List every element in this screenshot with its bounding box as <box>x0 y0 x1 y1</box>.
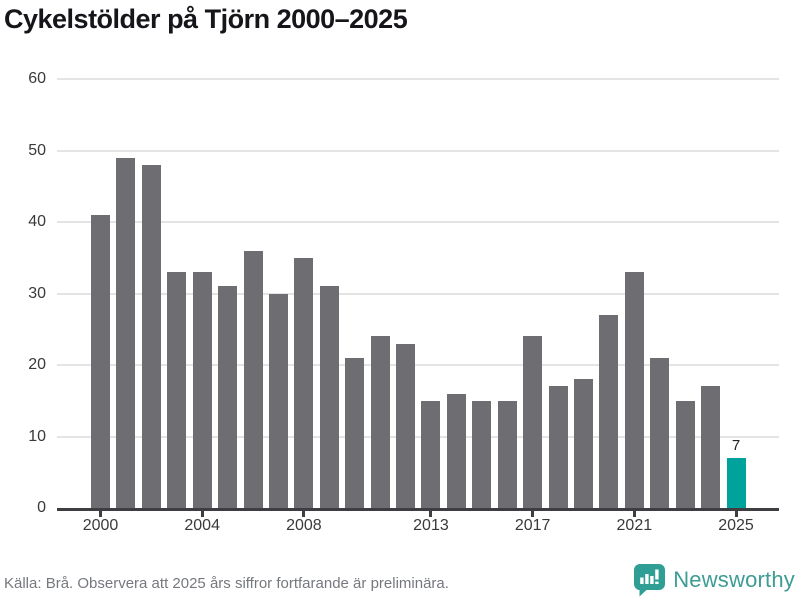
bar-2014 <box>446 393 466 508</box>
bar-2000 <box>91 214 110 508</box>
x-axis-tick-2025 <box>734 511 738 517</box>
bar-2011 <box>370 336 390 508</box>
x-axis-label-2013: 2013 <box>413 517 449 534</box>
bar-chart-speech-bubble-icon <box>634 564 666 597</box>
bar-2024 <box>701 386 721 508</box>
gridline-y-10 <box>57 435 779 438</box>
bar-2016 <box>497 400 517 508</box>
gridline-y-30 <box>57 292 779 295</box>
x-axis-tick-2013 <box>429 511 433 517</box>
bar-2012 <box>396 343 416 508</box>
bar-2019 <box>573 379 593 508</box>
x-axis-tick-2008 <box>302 511 306 517</box>
bar-chart-plot: 0 10 20 30 40 50 60 2000 2004 2008 2013 2017 2021 202… <box>28 70 779 534</box>
gridline-y-40 <box>57 221 779 223</box>
x-axis-tick-2021 <box>632 511 636 517</box>
y-axis-label-0: 0 <box>37 499 46 516</box>
x-axis-label-2017: 2017 <box>514 517 551 534</box>
y-axis-label-40: 40 <box>28 213 46 230</box>
bar-2003 <box>167 272 187 508</box>
x-axis-label-2000: 2000 <box>82 517 119 534</box>
chart-title: Cykelstölder på Tjörn 2000–2025 <box>4 4 408 34</box>
x-axis-line <box>57 508 779 511</box>
bar-2005 <box>218 286 238 508</box>
x-axis-label-2004: 2004 <box>184 517 220 534</box>
bar-2015 <box>472 400 492 508</box>
bar-2004 <box>192 272 212 508</box>
source-note: Källa: Brå. Observera att 2025 års siffr… <box>4 575 449 592</box>
y-axis-label-50: 50 <box>28 141 46 159</box>
x-axis-tick-2000 <box>99 511 102 517</box>
y-axis-label-30: 30 <box>28 284 46 302</box>
bar-2022 <box>650 357 670 508</box>
bar-2007 <box>268 293 288 508</box>
bar-2006 <box>243 250 263 508</box>
bar-2008 <box>294 257 314 508</box>
bar-2001 <box>116 157 136 508</box>
y-axis-label-20: 20 <box>28 356 46 373</box>
x-axis-label-2008: 2008 <box>286 517 322 534</box>
bar-2010 <box>345 357 365 508</box>
bar-value-label-2025: 7 <box>731 436 741 454</box>
bar-2017 <box>523 336 543 508</box>
newsworthy-logo-text: Newsworthy <box>673 567 795 592</box>
x-axis-tick-2004 <box>200 511 204 517</box>
bar-2025 <box>726 457 746 508</box>
bar-2013 <box>421 400 441 508</box>
bar-2020 <box>599 314 619 508</box>
bar-2018 <box>548 386 568 508</box>
x-axis-label-2021: 2021 <box>616 517 653 534</box>
x-axis-tick-2017 <box>531 511 535 517</box>
bar-2021 <box>624 272 644 508</box>
gridline-y-50 <box>57 149 779 152</box>
bar-2002 <box>141 164 161 508</box>
x-axis-label-2025: 2025 <box>718 517 754 534</box>
bar-2009 <box>319 286 339 508</box>
y-axis-label-60: 60 <box>28 70 46 87</box>
y-axis-label-10: 10 <box>28 427 46 445</box>
gridline-y-20 <box>57 364 779 366</box>
bar-2023 <box>675 400 695 508</box>
gridline-y-60 <box>57 78 779 80</box>
newsworthy-logo: Newsworthy <box>633 562 795 598</box>
